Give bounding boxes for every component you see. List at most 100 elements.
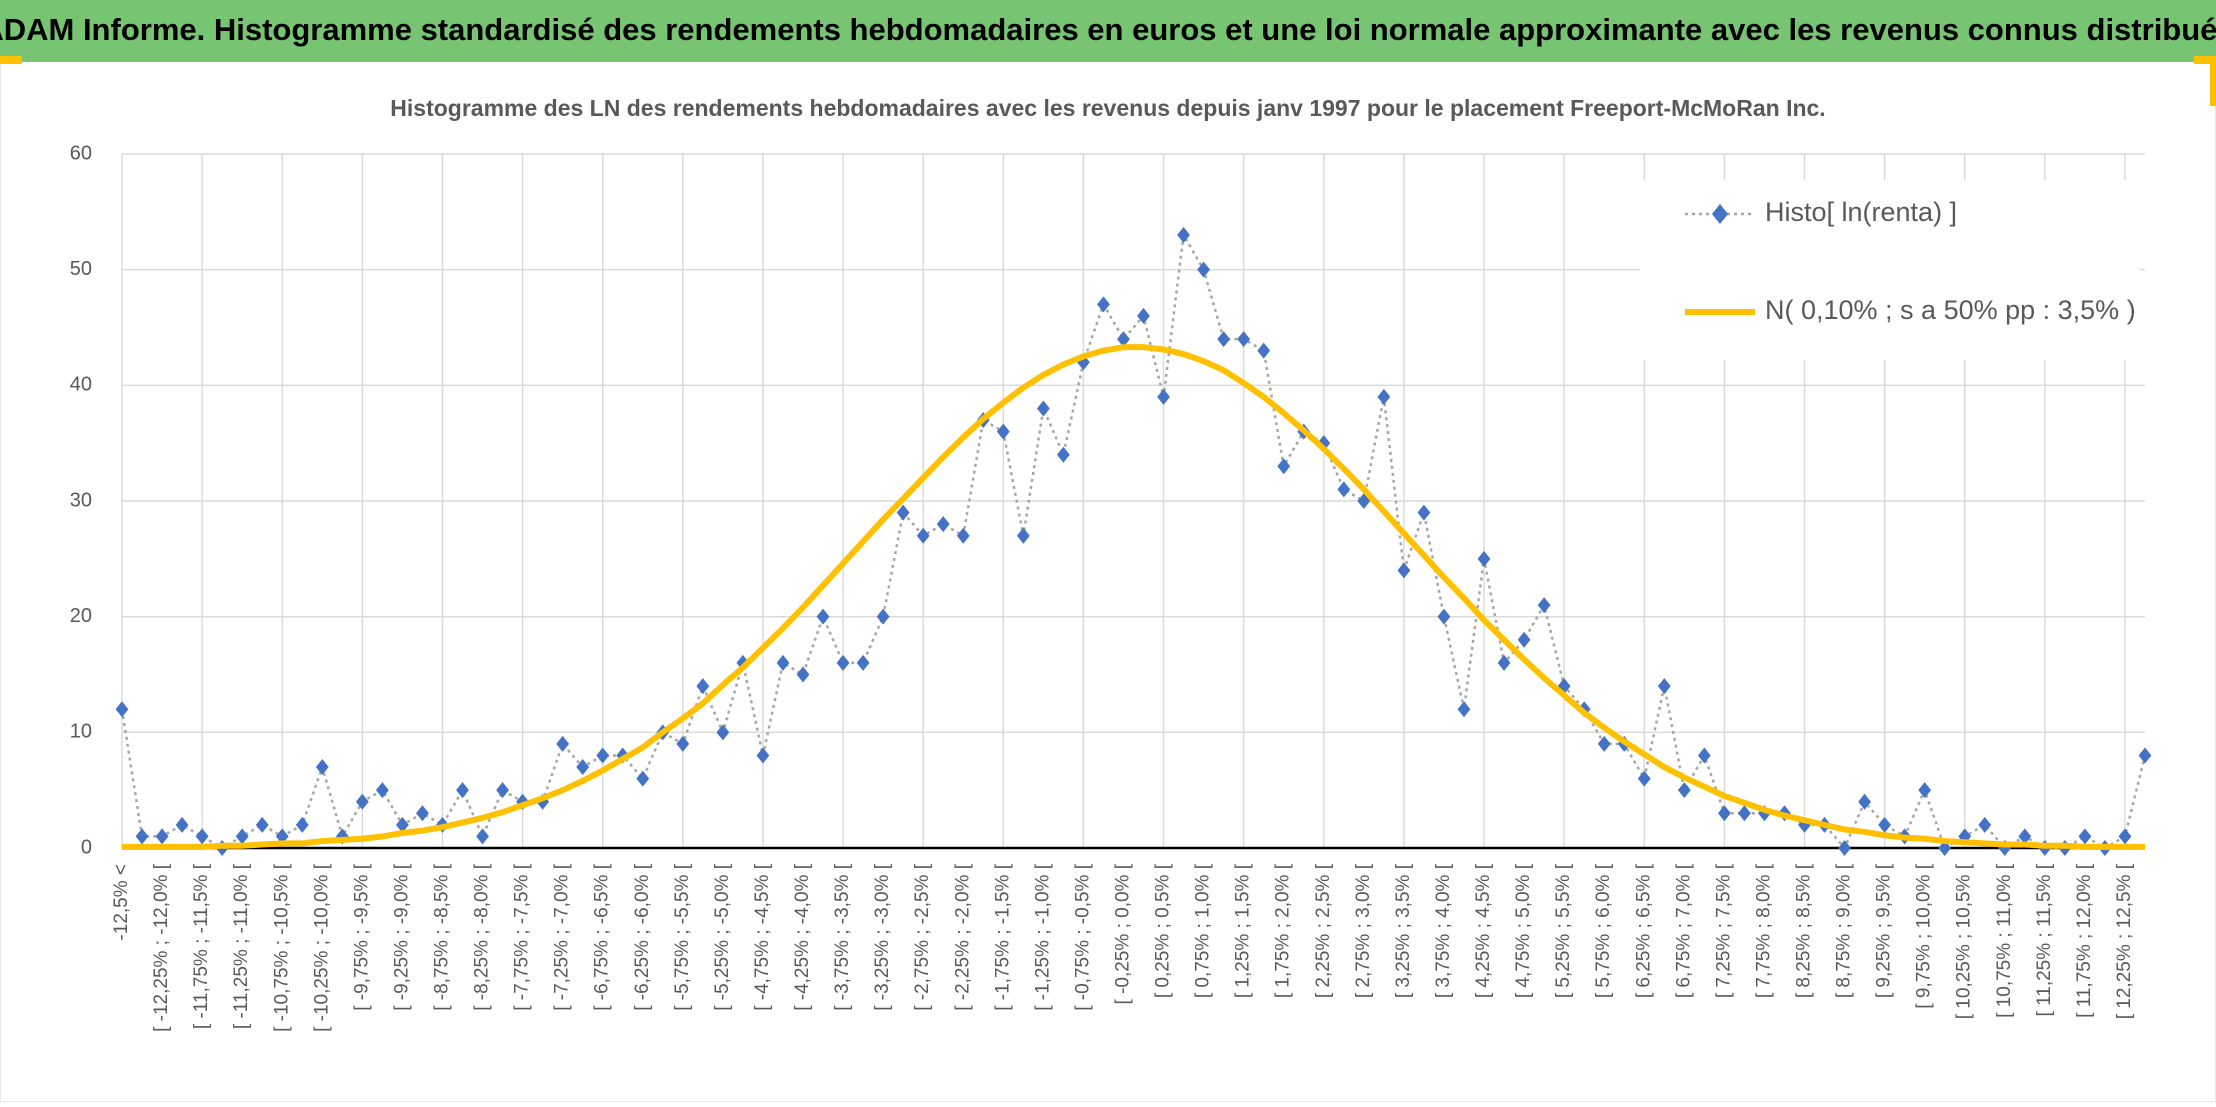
data-point <box>1557 678 1571 695</box>
x-tick-label: [ -4,25% ; -4,0% [ <box>792 863 813 1011</box>
data-point <box>556 735 570 752</box>
data-point <box>1858 793 1871 810</box>
data-point <box>1097 296 1110 313</box>
x-tick-label: [ 9,75% ; 10,0% [ <box>1914 863 1935 1008</box>
x-tick-label: [ -3,75% ; -3,5% [ <box>832 863 853 1011</box>
data-point <box>836 654 850 671</box>
data-point <box>1016 527 1030 544</box>
series-line <box>120 233 2147 850</box>
x-tick-label: [ 10,25% ; 10,5% [ <box>1954 863 1975 1019</box>
data-point <box>1938 840 1952 856</box>
x-tick-label: [ -10,75% ; -10,5% [ <box>271 863 292 1032</box>
corner-accent <box>2210 56 2216 106</box>
data-point <box>1417 504 1431 521</box>
data-point <box>2018 828 2032 845</box>
x-tick-label: [ -1,75% ; -1,5% [ <box>992 863 1013 1011</box>
data-point <box>1277 458 1291 475</box>
data-point <box>1157 388 1170 405</box>
data-point <box>1537 597 1551 614</box>
data-point <box>175 816 189 833</box>
data-point <box>1137 307 1150 324</box>
x-tick-label: [ -9,75% ; -9,5% [ <box>351 863 372 1011</box>
data-point <box>636 770 650 787</box>
x-tick-label: [ -0,25% ; 0,0% [ <box>1113 863 1134 1004</box>
data-point <box>876 608 890 625</box>
corner-accent <box>0 56 22 64</box>
x-tick-label: [ 9,25% ; 9,5% [ <box>1874 863 1895 998</box>
data-point <box>1978 816 1992 833</box>
data-point <box>1717 805 1731 822</box>
data-point <box>396 816 409 833</box>
title-bar <box>0 0 2216 62</box>
data-point <box>2078 828 2092 845</box>
data-point <box>456 782 469 799</box>
x-tick-label: [ -6,75% ; -6,5% [ <box>592 863 613 1011</box>
data-point <box>1597 735 1611 752</box>
data-point <box>1457 701 1471 718</box>
x-tick-label: [ 0,75% ; 1,0% [ <box>1193 863 1214 998</box>
legend-label: Histo[ ln(renta) ] <box>1765 197 1957 227</box>
data-point <box>416 805 429 822</box>
data-point <box>2138 747 2152 764</box>
data-point <box>255 816 269 833</box>
legend-marker <box>1712 204 1728 224</box>
data-point <box>235 828 249 845</box>
y-tick-label: 10 <box>70 721 92 743</box>
y-tick-label: 30 <box>70 489 92 511</box>
x-tick-label: [ -4,75% ; -4,5% [ <box>752 863 773 1011</box>
x-tick-label: [ 4,75% ; 5,0% [ <box>1513 863 1534 998</box>
x-tick-label: [ 1,25% ; 1,5% [ <box>1233 863 1254 998</box>
data-point <box>1637 770 1651 787</box>
data-point <box>1117 331 1130 348</box>
data-point <box>1697 747 1711 764</box>
x-tick-label: [ 4,25% ; 4,5% [ <box>1473 863 1494 998</box>
data-point <box>1377 388 1391 405</box>
x-tick-label: [ -7,75% ; -7,5% [ <box>512 863 533 1011</box>
data-point <box>896 504 910 521</box>
x-tick-label: [ 8,25% ; 8,5% [ <box>1794 863 1815 998</box>
data-point <box>1036 400 1050 417</box>
x-tick-label: [ -3,25% ; -3,0% [ <box>872 863 893 1011</box>
corner-accent <box>2194 56 2216 64</box>
data-point <box>1477 550 1491 567</box>
data-point <box>1337 481 1351 498</box>
x-tick-label: [ 11,25% ; 11,5% [ <box>2034 863 2055 1016</box>
x-tick-label: [ -10,25% ; -10,0% [ <box>311 863 332 1032</box>
x-tick-label: -12,5% < <box>111 864 132 941</box>
x-tick-label: [ -11,75% ; -11,5% [ <box>191 863 212 1029</box>
data-point <box>776 654 790 671</box>
x-tick-label: [ 10,75% ; 11,0% [ <box>1994 863 2015 1018</box>
data-point <box>716 724 730 741</box>
x-tick-label: [ -7,25% ; -7,0% [ <box>552 863 573 1011</box>
data-point <box>1657 678 1671 695</box>
x-tick-label: [ 11,75% ; 12,0% [ <box>2074 863 2095 1018</box>
data-point <box>315 759 329 776</box>
data-point <box>856 654 870 671</box>
data-point <box>596 747 610 764</box>
data-point <box>375 782 389 799</box>
x-tick-label: [ -5,25% ; -5,0% [ <box>712 863 733 1011</box>
y-tick-label: 0 <box>81 836 92 858</box>
data-point <box>476 828 489 845</box>
data-point <box>1918 782 1932 799</box>
data-point <box>1397 562 1411 579</box>
data-point <box>135 828 149 845</box>
data-point <box>295 816 309 833</box>
x-tick-label: [ -2,75% ; -2,5% [ <box>912 863 933 1011</box>
data-point <box>1237 331 1251 348</box>
x-tick-label: [ 3,75% ; 4,0% [ <box>1433 863 1454 998</box>
data-point <box>756 747 770 764</box>
x-tick-label: [ -8,75% ; -8,5% [ <box>431 863 452 1011</box>
y-tick-label: 20 <box>70 605 92 627</box>
data-point <box>996 423 1010 440</box>
data-point <box>115 701 129 718</box>
data-point <box>1317 435 1331 452</box>
data-point <box>916 527 930 544</box>
data-point <box>1177 226 1190 243</box>
x-tick-label: [ -6,25% ; -6,0% [ <box>632 863 653 1011</box>
x-tick-label: [ -9,25% ; -9,0% [ <box>391 863 412 1011</box>
x-tick-label: [ 7,75% ; 8,0% [ <box>1753 863 1774 998</box>
data-point <box>1056 446 1070 463</box>
data-point <box>1437 608 1451 625</box>
